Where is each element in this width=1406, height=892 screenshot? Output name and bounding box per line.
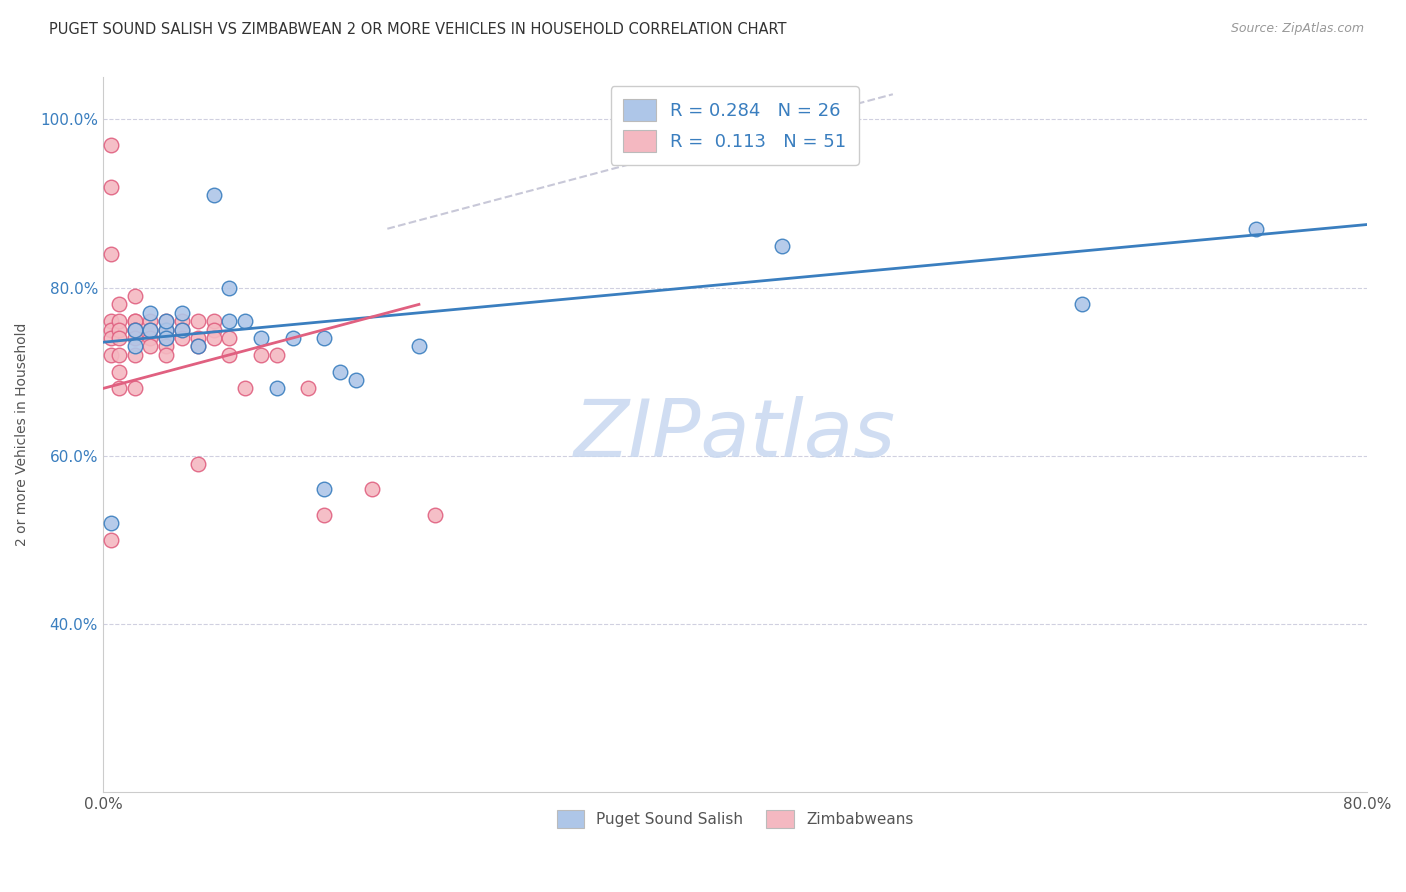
Point <box>1071 297 1094 311</box>
Point <box>139 314 162 328</box>
Point <box>314 508 336 522</box>
Point <box>139 323 162 337</box>
Point <box>360 483 382 497</box>
Point <box>100 533 122 547</box>
Point <box>170 331 193 345</box>
Point <box>139 306 162 320</box>
Point <box>187 339 209 353</box>
Point <box>155 348 177 362</box>
Point <box>250 348 273 362</box>
Point <box>187 331 209 345</box>
Point <box>218 280 240 294</box>
Point <box>107 297 129 311</box>
Point <box>281 331 304 345</box>
Point <box>100 516 122 530</box>
Point <box>770 238 793 252</box>
Point <box>155 314 177 328</box>
Point <box>107 314 129 328</box>
Point <box>107 331 129 345</box>
Point <box>218 348 240 362</box>
Point <box>170 306 193 320</box>
Point <box>139 323 162 337</box>
Point <box>107 323 129 337</box>
Point <box>100 323 122 337</box>
Point <box>187 457 209 471</box>
Point <box>100 179 122 194</box>
Legend: Puget Sound Salish, Zimbabweans: Puget Sound Salish, Zimbabweans <box>550 804 920 834</box>
Point <box>100 331 122 345</box>
Point <box>100 137 122 152</box>
Point <box>187 339 209 353</box>
Point <box>107 382 129 396</box>
Point <box>124 382 146 396</box>
Point <box>187 314 209 328</box>
Point <box>314 483 336 497</box>
Point <box>124 348 146 362</box>
Point <box>124 339 146 353</box>
Point <box>139 331 162 345</box>
Point <box>155 323 177 337</box>
Point <box>100 314 122 328</box>
Point <box>124 314 146 328</box>
Point <box>155 331 177 345</box>
Point <box>155 314 177 328</box>
Point <box>107 365 129 379</box>
Point <box>250 331 273 345</box>
Point <box>202 188 225 202</box>
Point <box>139 339 162 353</box>
Point <box>155 323 177 337</box>
Point <box>124 314 146 328</box>
Point <box>233 314 256 328</box>
Point <box>266 348 288 362</box>
Point <box>124 331 146 345</box>
Point <box>297 382 319 396</box>
Point <box>155 331 177 345</box>
Point <box>100 247 122 261</box>
Text: Source: ZipAtlas.com: Source: ZipAtlas.com <box>1230 22 1364 36</box>
Point <box>218 331 240 345</box>
Point <box>423 508 446 522</box>
Point <box>124 323 146 337</box>
Point <box>100 348 122 362</box>
Text: ZIPatlas: ZIPatlas <box>574 396 896 474</box>
Point <box>170 314 193 328</box>
Text: PUGET SOUND SALISH VS ZIMBABWEAN 2 OR MORE VEHICLES IN HOUSEHOLD CORRELATION CHA: PUGET SOUND SALISH VS ZIMBABWEAN 2 OR MO… <box>49 22 787 37</box>
Point <box>124 323 146 337</box>
Point <box>124 289 146 303</box>
Point <box>155 339 177 353</box>
Point <box>344 373 367 387</box>
Point <box>202 314 225 328</box>
Point <box>218 314 240 328</box>
Point <box>329 365 352 379</box>
Point <box>408 339 430 353</box>
Point <box>314 331 336 345</box>
Point <box>170 323 193 337</box>
Point <box>170 323 193 337</box>
Point <box>1244 221 1267 235</box>
Point <box>202 331 225 345</box>
Point <box>124 323 146 337</box>
Y-axis label: 2 or more Vehicles in Household: 2 or more Vehicles in Household <box>15 323 30 547</box>
Point <box>107 348 129 362</box>
Point <box>202 323 225 337</box>
Point <box>233 382 256 396</box>
Point <box>266 382 288 396</box>
